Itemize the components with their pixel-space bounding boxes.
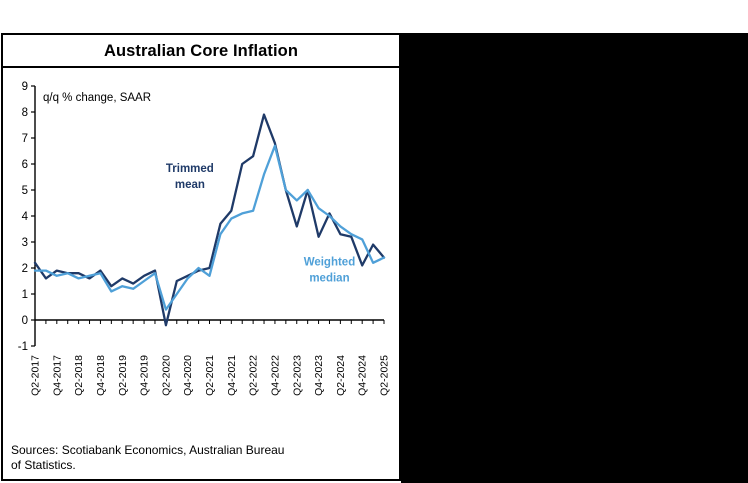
y-tick-label: 3	[22, 237, 28, 249]
x-tick-label: Q2-2022	[248, 355, 260, 396]
x-tick-label: Q2-2024	[335, 355, 347, 396]
x-tick-label: Q2-2019	[117, 355, 129, 396]
series-annotation: Trimmed	[166, 163, 214, 175]
x-tick-label: Q4-2024	[357, 355, 369, 396]
inflation-chart: -1 0 1 2 3 4 5 6 7 8 9 Q2-2017 Q4-2017 Q2-2018 Q4-2018…	[18, 81, 391, 396]
series-annotation: Weighted	[304, 256, 356, 268]
unit-label: q/q % change, SAAR	[43, 92, 151, 104]
x-tick-label: Q2-2017	[30, 355, 42, 396]
series-annotation: mean	[175, 179, 205, 191]
chart-panel: Australian Core Inflation -1 0 1 2 3 4 5 6 7 8 9 Q2…	[1, 33, 401, 481]
sources-note: Sources: Scotiabank Economics, Australia…	[11, 443, 391, 473]
x-tick-label: Q4-2019	[139, 355, 151, 396]
series-trimmed-mean	[33, 113, 386, 327]
right-black-panel	[401, 33, 748, 483]
series-annotation: median	[309, 272, 349, 284]
x-tick-label: Q4-2018	[95, 355, 107, 396]
series-weighted-median	[33, 144, 386, 311]
x-tick-label: Q4-2021	[226, 355, 238, 396]
y-tick-label: 8	[22, 107, 28, 119]
x-tick-label: Q4-2017	[51, 355, 63, 396]
y-tick-label: 5	[22, 185, 28, 197]
title-divider	[3, 66, 399, 68]
sources-line-1: Sources: Scotiabank Economics, Australia…	[11, 443, 285, 457]
y-tick-label: 2	[22, 263, 28, 275]
y-tick-label: 6	[22, 159, 28, 171]
y-tick-label: 9	[22, 81, 28, 93]
x-tick-label: Q2-2020	[160, 355, 172, 396]
y-tick-label: 1	[22, 289, 28, 301]
sources-line-2: of Statistics.	[11, 458, 76, 472]
x-tick-label: Q2-2018	[73, 355, 85, 396]
x-tick-label: Q2-2025	[379, 355, 391, 396]
chart-title: Australian Core Inflation	[103, 42, 299, 60]
x-tick-label: Q2-2023	[291, 355, 303, 396]
x-tick-label: Q4-2022	[269, 355, 281, 396]
y-tick-label: 7	[22, 133, 28, 145]
x-tick-label: Q2-2021	[204, 355, 216, 396]
y-tick-label: 4	[22, 211, 29, 223]
y-tick-label: 0	[22, 315, 28, 327]
x-tick-label: Q4-2020	[182, 355, 194, 396]
x-tick-label: Q4-2023	[313, 355, 325, 396]
y-tick-label: -1	[18, 341, 28, 353]
